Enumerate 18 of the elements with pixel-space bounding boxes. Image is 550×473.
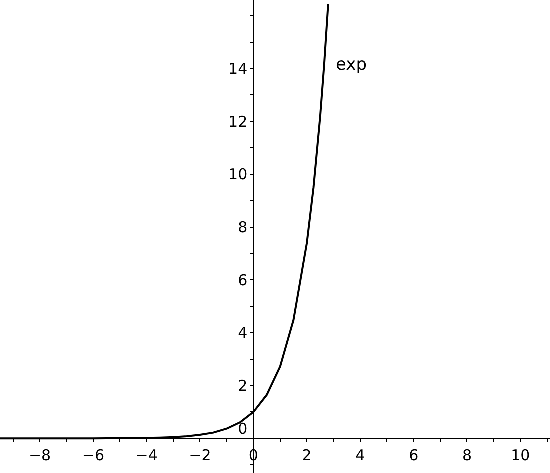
y-tick-label: 10 bbox=[228, 166, 248, 184]
y-tick-label: 0 bbox=[238, 420, 248, 438]
series-label: exp bbox=[336, 55, 368, 75]
y-tick-label: 8 bbox=[238, 218, 248, 236]
y-tick-label: 12 bbox=[228, 112, 248, 131]
y-tick-label: 14 bbox=[228, 60, 248, 78]
x-tick-label: 8 bbox=[462, 446, 472, 465]
y-tick-label: 2 bbox=[238, 377, 248, 396]
x-tick-label: −6 bbox=[82, 446, 105, 465]
y-tick-label: 6 bbox=[238, 271, 248, 290]
x-tick-label: 10 bbox=[511, 446, 530, 465]
y-tick-label: 4 bbox=[238, 324, 248, 342]
x-tick-label: 6 bbox=[409, 446, 419, 465]
x-tick-label: −8 bbox=[28, 446, 52, 465]
x-tick-label: 2 bbox=[302, 446, 312, 465]
x-tick-label: −2 bbox=[189, 446, 212, 465]
x-tick-label: 4 bbox=[356, 446, 366, 465]
x-tick-label: −4 bbox=[136, 446, 158, 465]
